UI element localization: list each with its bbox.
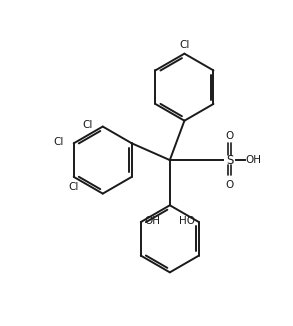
Text: S: S	[226, 154, 233, 167]
Text: OH: OH	[144, 215, 160, 226]
Text: Cl: Cl	[69, 182, 79, 192]
Text: Cl: Cl	[179, 40, 190, 50]
Text: O: O	[226, 180, 234, 190]
Text: Cl: Cl	[53, 137, 64, 147]
Text: OH: OH	[245, 155, 261, 165]
Text: Cl: Cl	[82, 120, 93, 130]
Text: O: O	[226, 130, 234, 141]
Text: HO: HO	[179, 215, 195, 226]
